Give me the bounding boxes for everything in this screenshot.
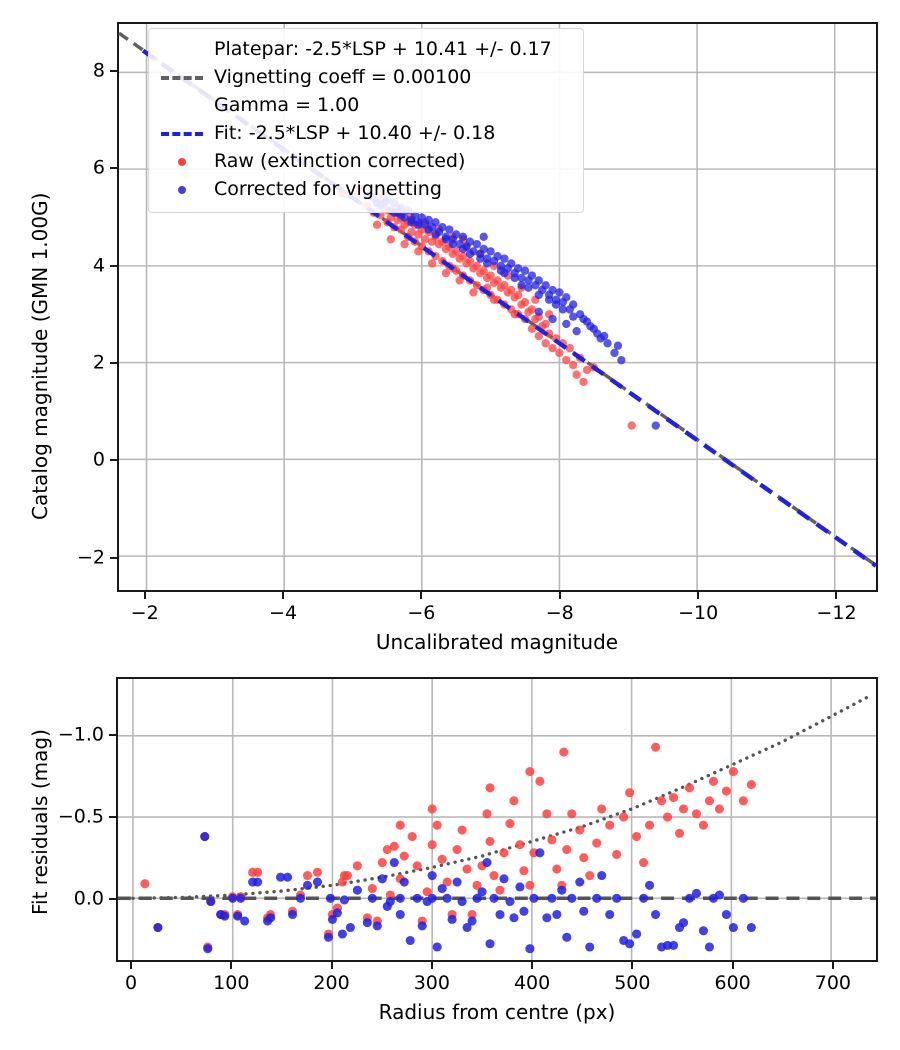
legend-entry-corrected: Corrected for vignetting (159, 176, 573, 204)
x-tick-mark (420, 592, 423, 599)
calibration-x-axis-title: Uncalibrated magnitude (375, 630, 619, 654)
y-tick-label: 0 (92, 448, 105, 471)
y-tick-label: −1.0 (57, 723, 104, 746)
x-tick-label: −2 (130, 602, 159, 624)
x-tick-label: 300 (413, 972, 450, 994)
y-tick-label: 2 (92, 351, 105, 374)
dashed-line-icon (161, 132, 203, 136)
legend-label-vignetting-coeff: Vignetting coeff = 0.00100 (214, 66, 472, 89)
y-tick-mark (110, 556, 117, 559)
x-tick-label: −8 (545, 602, 574, 624)
legend-key-raw (159, 151, 205, 173)
x-tick-mark (731, 962, 734, 969)
y-tick-label: 4 (92, 254, 105, 277)
x-tick-mark (531, 962, 534, 969)
x-tick-label: 400 (513, 972, 551, 994)
plot-legend: Platepar: -2.5*LSP + 10.41 +/- 0.17 Vign… (148, 28, 584, 213)
x-tick-mark (282, 592, 285, 599)
x-tick-mark (130, 962, 133, 969)
x-tick-mark (143, 592, 146, 599)
legend-label-raw: Raw (extinction corrected) (214, 150, 466, 173)
x-tick-label: 600 (714, 972, 751, 994)
x-tick-label: −12 (816, 602, 857, 624)
x-tick-label: 700 (814, 972, 852, 994)
y-tick-label: −2 (76, 546, 105, 569)
legend-label-corrected: Corrected for vignetting (214, 178, 442, 201)
legend-label-platepar: Platepar: -2.5*LSP + 10.41 +/- 0.17 (214, 38, 552, 61)
residuals-plot-canvas (118, 679, 876, 960)
y-tick-mark (109, 898, 116, 901)
legend-key-fit (159, 123, 205, 145)
legend-label-gamma: Gamma = 1.00 (214, 94, 360, 117)
residuals-y-axis-title: Fit residuals (mag) (28, 729, 52, 915)
calibration-y-axis-title: Catalog magnitude (GMN 1.00G) (28, 192, 52, 520)
x-tick-label: 0 (124, 972, 138, 994)
legend-key-vignetting-coeff (159, 67, 205, 89)
y-tick-mark (110, 459, 117, 462)
x-tick-label: 100 (213, 972, 250, 994)
legend-entry-gamma: Gamma = 1.00 (159, 92, 573, 120)
x-tick-mark (230, 962, 233, 969)
x-tick-mark (631, 962, 634, 969)
x-tick-mark (330, 962, 333, 969)
y-tick-mark (110, 167, 117, 170)
residuals-plot-panel (116, 677, 878, 962)
scatter-dot-icon (178, 158, 186, 166)
legend-entry-platepar: Platepar: -2.5*LSP + 10.41 +/- 0.17 (159, 36, 573, 64)
legend-label-fit: Fit: -2.5*LSP + 10.40 +/- 0.18 (214, 122, 496, 145)
x-tick-mark (831, 962, 834, 969)
y-tick-mark (109, 816, 116, 819)
legend-key-corrected (159, 179, 205, 201)
x-tick-label: 200 (313, 972, 350, 994)
y-tick-mark (109, 733, 116, 736)
x-tick-mark (835, 592, 838, 599)
residuals-x-axis-title: Radius from centre (px) (378, 1000, 616, 1024)
x-tick-label: 500 (614, 972, 651, 994)
legend-entry-fit: Fit: -2.5*LSP + 10.40 +/- 0.18 (159, 120, 573, 148)
y-tick-label: 0.0 (73, 887, 104, 910)
y-tick-label: 6 (92, 156, 105, 179)
y-tick-label: −0.5 (57, 805, 104, 828)
x-tick-mark (697, 592, 700, 599)
legend-entry-vignetting-coeff: Vignetting coeff = 0.00100 (159, 64, 573, 92)
y-tick-mark (110, 264, 117, 267)
y-tick-label: 8 (92, 59, 105, 82)
dashed-line-icon (161, 76, 203, 80)
y-tick-mark (110, 362, 117, 365)
y-tick-mark (110, 69, 117, 72)
x-tick-label: −6 (407, 602, 436, 624)
x-tick-mark (430, 962, 433, 969)
x-tick-label: −4 (269, 602, 298, 624)
x-tick-label: −10 (678, 602, 719, 624)
x-tick-mark (558, 592, 561, 599)
scatter-dot-icon (178, 186, 186, 194)
legend-entry-raw: Raw (extinction corrected) (159, 148, 573, 176)
